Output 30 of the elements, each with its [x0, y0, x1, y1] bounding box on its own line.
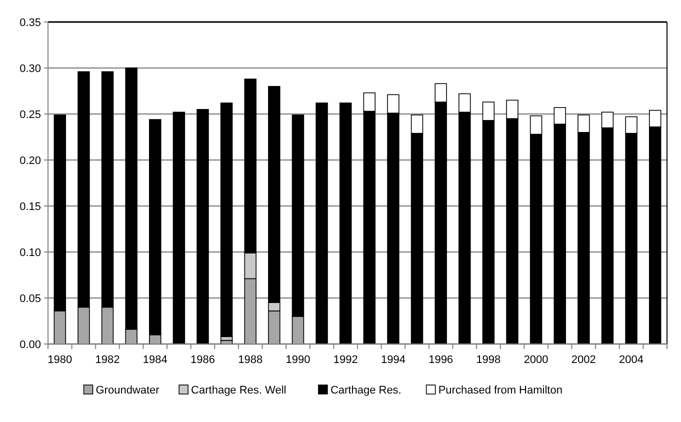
y-tick-label: 0.15: [20, 200, 41, 213]
x-tick-label: 1986: [190, 354, 215, 366]
x-tick-label: 2002: [571, 354, 596, 366]
legend-label: Carthage Res.: [330, 384, 402, 396]
x-tick-label: 1998: [476, 354, 501, 366]
legend-label: Groundwater: [96, 384, 160, 396]
y-tick-label: 0.05: [20, 292, 41, 305]
bar: [316, 102, 328, 344]
bar: [220, 102, 233, 338]
x-tick-label: 1984: [142, 354, 168, 366]
x-tick-label: 2000: [524, 354, 548, 366]
y-tick-label: 0.20: [20, 154, 41, 167]
y-tick-label: 0.00: [20, 338, 41, 351]
y-tick-label: 0.30: [20, 62, 41, 75]
x-tick-label: 1982: [95, 354, 120, 366]
legend-label: Carthage Res. Well: [191, 384, 286, 396]
x-tick-label: 1980: [48, 354, 72, 366]
x-tick-label: 2004: [619, 354, 644, 366]
x-tick-label: 1988: [238, 354, 263, 366]
x-tick-label: 1994: [380, 354, 406, 366]
legend-label: Purchased from Hamilton: [438, 384, 562, 396]
bar: [339, 102, 352, 344]
x-tick-label: 1992: [333, 354, 358, 366]
y-tick-label: 0.10: [20, 246, 41, 259]
x-tick-label: 1996: [428, 354, 454, 366]
bar: [196, 109, 209, 344]
bar: [172, 112, 186, 344]
y-tick-label: 0.35: [20, 16, 41, 29]
x-tick-label: 1990: [286, 354, 310, 366]
y-tick-label: 0.25: [20, 108, 41, 121]
